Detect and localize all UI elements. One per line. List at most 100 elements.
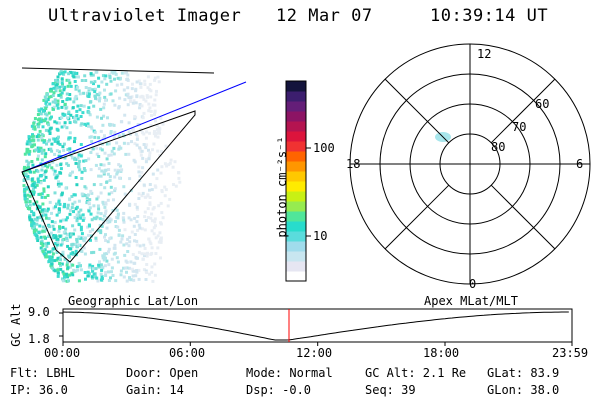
emission-pixel (53, 98, 57, 102)
emission-pixel (137, 79, 141, 83)
timeline-y-label: GC Alt (9, 303, 23, 347)
emission-pixel (115, 256, 119, 260)
emission-pixel (104, 98, 107, 102)
emission-pixel (133, 233, 137, 236)
emission-pixel (138, 244, 142, 248)
emission-pixel (53, 120, 57, 124)
emission-pixel (83, 74, 87, 78)
emission-pixel (40, 214, 44, 218)
emission-pixel (58, 89, 62, 93)
emission-pixel (28, 203, 32, 207)
emission-pixel (62, 230, 66, 234)
emission-pixel (107, 279, 111, 282)
emission-pixel (153, 217, 157, 221)
emission-pixel (135, 205, 139, 209)
emission-pixel (95, 115, 99, 119)
emission-pixel (148, 131, 152, 135)
glon-info: GLon: 38.0 (487, 383, 560, 397)
emission-pixel (119, 170, 123, 173)
emission-pixel (50, 236, 54, 240)
emission-pixel (46, 241, 50, 245)
emission-pixel (31, 127, 35, 131)
emission-pixel (74, 176, 78, 179)
emission-pixel (160, 150, 163, 153)
emission-pixel (104, 271, 108, 274)
emission-pixel (168, 197, 172, 201)
emission-pixel (60, 105, 64, 109)
emission-pixel (80, 177, 84, 180)
emission-pixel (99, 212, 103, 216)
emission-pixel (92, 216, 96, 220)
emission-pixel (30, 218, 34, 222)
emission-pixel (99, 231, 103, 235)
emission-pixel (57, 154, 61, 158)
emission-pixel (73, 80, 77, 83)
emission-pixel (134, 132, 138, 136)
emission-pixel (150, 270, 154, 274)
emission-pixel (28, 200, 32, 204)
emission-pixel (93, 130, 97, 134)
altitude-curve (62, 311, 569, 341)
emission-pixel (49, 231, 53, 235)
emission-pixel (123, 192, 127, 196)
emission-pixel (129, 260, 133, 264)
emission-pixel (144, 146, 148, 150)
emission-pixel (77, 235, 81, 239)
emission-pixel (71, 232, 75, 236)
emission-pixel (31, 134, 35, 138)
emission-pixel (114, 279, 118, 283)
emission-pixel (60, 193, 64, 196)
emission-pixel (36, 177, 40, 181)
emission-pixel (43, 164, 47, 168)
emission-pixel (24, 200, 28, 204)
colorbar-cell (286, 91, 306, 102)
emission-pixel (60, 262, 64, 266)
emission-pixel (107, 192, 111, 196)
emission-pixel (71, 263, 75, 267)
emission-pixel (103, 235, 106, 239)
emission-pixel (119, 273, 123, 277)
emission-pixel (25, 203, 28, 207)
emission-pixel (99, 174, 103, 178)
emission-pixel (65, 263, 69, 267)
emission-pixel (152, 226, 156, 230)
emission-pixel (73, 140, 76, 144)
emission-pixel (148, 196, 152, 199)
emission-pixel (116, 170, 120, 174)
colorbar-cell (286, 251, 306, 262)
emission-pixel (30, 210, 34, 214)
emission-pixel (50, 211, 53, 215)
emission-pixel (60, 78, 64, 82)
emission-pixel (26, 177, 30, 181)
emission-pixel (44, 97, 48, 101)
emission-pixel (97, 136, 101, 140)
emission-pixel (103, 134, 106, 138)
emission-pixel (130, 128, 134, 132)
emission-pixel (61, 250, 65, 254)
emission-pixel (67, 273, 71, 277)
emission-pixel (26, 174, 30, 178)
emission-pixel (41, 225, 45, 229)
emission-pixel (89, 100, 93, 104)
emission-pixel (72, 75, 76, 79)
emission-pixel (81, 111, 85, 115)
emission-pixel (57, 211, 61, 214)
emission-pixel (99, 163, 103, 167)
emission-pixel (79, 208, 83, 212)
emission-pixel (116, 216, 120, 220)
colorbar-unit-label: photon cm⁻²s⁻¹ (275, 136, 289, 238)
emission-pixel (141, 191, 145, 195)
emission-pixel (151, 279, 155, 283)
emission-pixel (103, 252, 107, 256)
emission-pixel (51, 252, 55, 256)
emission-pixel (136, 123, 140, 127)
emission-pixel (71, 251, 75, 255)
emission-pixel (83, 252, 87, 256)
emission-pixel (34, 148, 38, 152)
emission-pixel (157, 130, 161, 134)
emission-pixel (30, 178, 34, 181)
emission-pixel (151, 103, 155, 107)
field-of-view-outline (21, 110, 196, 263)
emission-pixel (35, 200, 39, 204)
emission-pixel (141, 116, 145, 120)
